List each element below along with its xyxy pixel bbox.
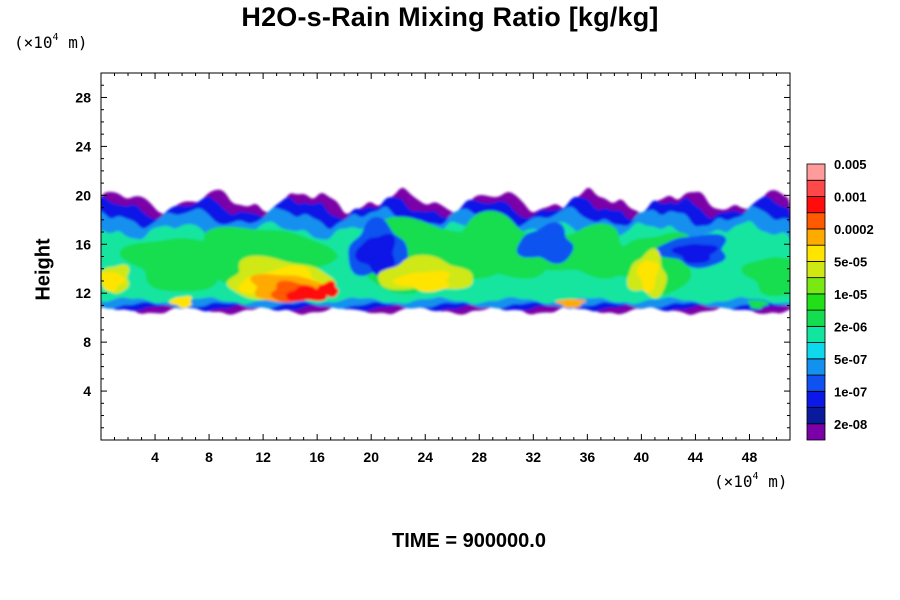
rain-contour (315, 280, 339, 298)
y-axis-unit: (×104 m) (14, 31, 88, 52)
x-tick-label: 48 (742, 449, 758, 465)
x-tick-label: 16 (309, 449, 325, 465)
rain-contour (555, 299, 587, 308)
y-tick-label: 28 (75, 89, 91, 105)
rain-contour (101, 272, 125, 292)
colorbar-swatch (806, 358, 826, 376)
colorbar-label: 5e-07 (834, 352, 867, 367)
rain-contour (169, 296, 192, 308)
colorbar-swatch (806, 293, 826, 311)
chart-title: H2O-s-Rain Mixing Ratio [kg/kg] (241, 2, 659, 32)
colorbar-swatch (806, 163, 826, 181)
x-tick-label: 28 (471, 449, 487, 465)
x-tick-label: 12 (255, 449, 271, 465)
rain-field (101, 187, 790, 315)
colorbar-label: 2e-06 (834, 319, 867, 334)
colorbar-swatch (806, 342, 826, 360)
colorbar-swatch (806, 244, 826, 262)
colorbar-swatch (806, 261, 826, 279)
x-tick-label: 44 (688, 449, 704, 465)
rain-contour (741, 257, 790, 297)
y-tick-label: 12 (75, 285, 91, 301)
time-footer: TIME = 900000.0 (392, 530, 546, 552)
x-axis-unit: (×104 m) (714, 470, 788, 491)
colorbar-swatch (806, 277, 826, 295)
colorbar-label: 0.0002 (834, 222, 874, 237)
rain-contour (286, 285, 327, 302)
colorbar-label: 0.005 (834, 157, 867, 172)
colorbar: 2e-08 1e-07 5e-07 2e-06 1e-05 5e-05 0.0002 0.00… (806, 157, 874, 441)
colorbar-label: 1e-05 (834, 287, 867, 302)
rain-contour (516, 222, 574, 264)
x-tick-label: 32 (526, 449, 542, 465)
rain-contour (636, 260, 659, 293)
y-tick-label: 8 (83, 334, 91, 350)
rain-contour (392, 270, 450, 292)
y-tick-label: 4 (83, 383, 91, 399)
x-tick-label: 36 (580, 449, 596, 465)
x-tick-label: 20 (363, 449, 379, 465)
colorbar-swatch (806, 179, 826, 197)
colorbar-label: 0.001 (834, 189, 867, 204)
colorbar-swatch (806, 407, 826, 425)
colorbar-swatch (806, 374, 826, 392)
y-tick-label: 24 (75, 138, 91, 154)
colorbar-swatch (806, 212, 826, 230)
x-tick-label: 24 (417, 449, 433, 465)
x-tick-label: 40 (634, 449, 650, 465)
colorbar-swatch (806, 309, 826, 327)
colorbar-label: 2e-08 (834, 417, 867, 432)
y-tick-label: 16 (75, 236, 91, 252)
colorbar-swatch (806, 325, 826, 343)
rain-contour (747, 300, 770, 309)
y-axis: 4 8 12 16 20 24 28 (75, 84, 790, 429)
rain-contour (671, 243, 719, 264)
colorbar-swatch (806, 423, 826, 441)
x-tick-label: 8 (205, 449, 213, 465)
colorbar-swatch (806, 390, 826, 408)
colorbar-label: 5e-05 (834, 254, 867, 269)
colorbar-swatch (806, 228, 826, 246)
rain-contour (438, 210, 548, 281)
rain-contour (355, 233, 396, 277)
y-tick-label: 20 (75, 187, 91, 203)
colorbar-label: 1e-07 (834, 384, 867, 399)
colorbar-swatch (806, 196, 826, 214)
x-axis: 4 8 12 16 20 24 28 32 36 40 44 48 (114, 73, 777, 465)
x-tick-label: 4 (151, 449, 159, 465)
